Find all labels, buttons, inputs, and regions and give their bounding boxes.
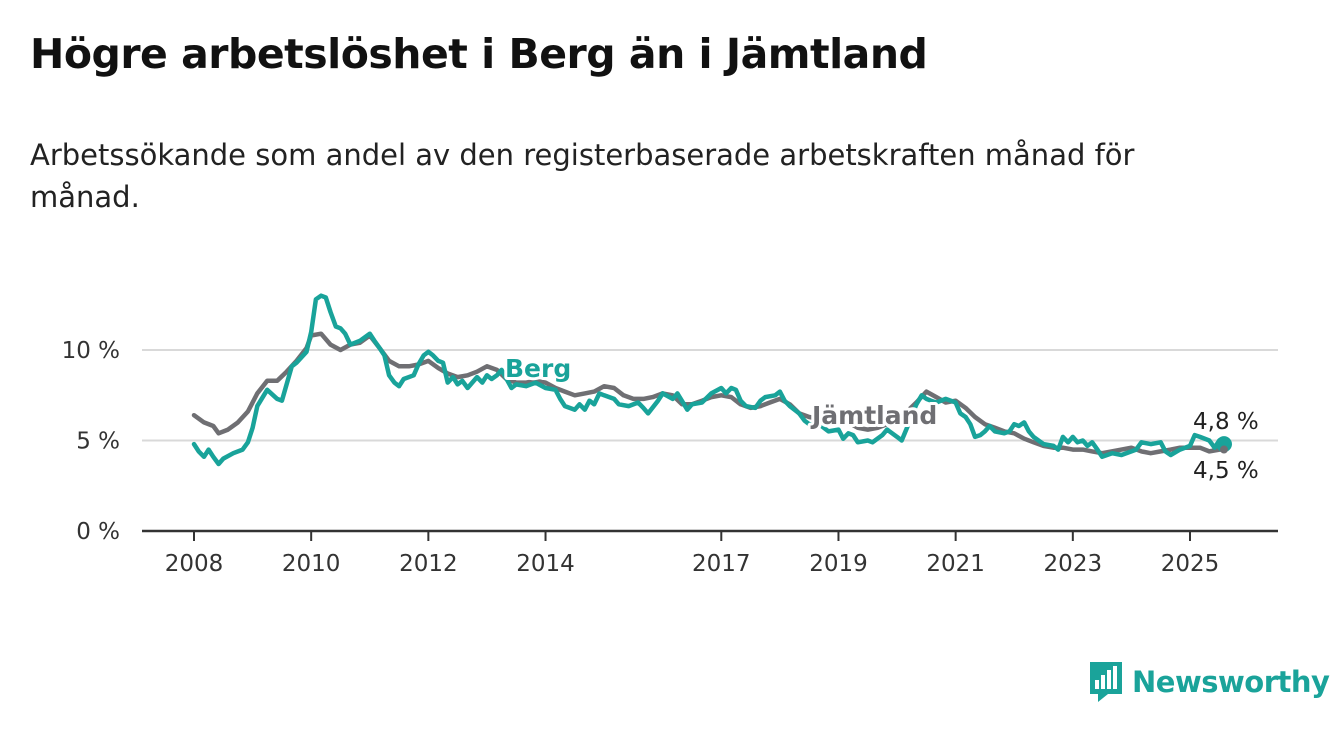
x-tick-label: 2017 <box>692 551 751 577</box>
bar-chart-bubble-icon <box>1090 662 1122 702</box>
x-tick-label: 2014 <box>516 551 575 577</box>
series-label-jamtland: Jämtland <box>810 401 937 430</box>
y-tick-label: 0 % <box>76 519 120 545</box>
x-tick-label: 2012 <box>399 551 458 577</box>
x-tick-label: 2025 <box>1161 551 1220 577</box>
brand-name: Newsworthy <box>1132 665 1330 699</box>
x-tick-label: 2021 <box>926 551 985 577</box>
series-labels: Berg Jämtland 4,8 % 4,5 % <box>502 351 1259 484</box>
series-label-berg: Berg <box>505 354 571 383</box>
y-tick-label: 5 % <box>76 429 120 455</box>
series-line-berg <box>191 293 1227 467</box>
gridlines <box>142 349 1278 442</box>
berg-end-marker <box>1215 436 1232 453</box>
x-tick-label: 2008 <box>165 551 224 577</box>
jamtland-end-marker <box>1219 445 1228 454</box>
x-tick-label: 2019 <box>809 551 868 577</box>
y-axis-ticks: 0 % 5 % 10 % <box>62 338 120 545</box>
x-tick-label: 2023 <box>1044 551 1103 577</box>
y-tick-label: 10 % <box>62 338 120 364</box>
series-lines <box>191 293 1232 467</box>
chart-title: Högre arbetslöshet i Berg än i Jämtland <box>30 30 928 78</box>
jamtland-end-value: 4,5 % <box>1193 458 1259 484</box>
chart-subtitle: Arbetssökande som andel av den registerb… <box>30 138 1135 214</box>
x-tick-label: 2010 <box>282 551 341 577</box>
newsworthy-logo: Newsworthy <box>1088 660 1330 704</box>
berg-end-value: 4,8 % <box>1193 409 1259 435</box>
x-axis-ticks: 2008 2010 2012 2014 2017 2019 2021 2023 2025 <box>165 531 1220 577</box>
